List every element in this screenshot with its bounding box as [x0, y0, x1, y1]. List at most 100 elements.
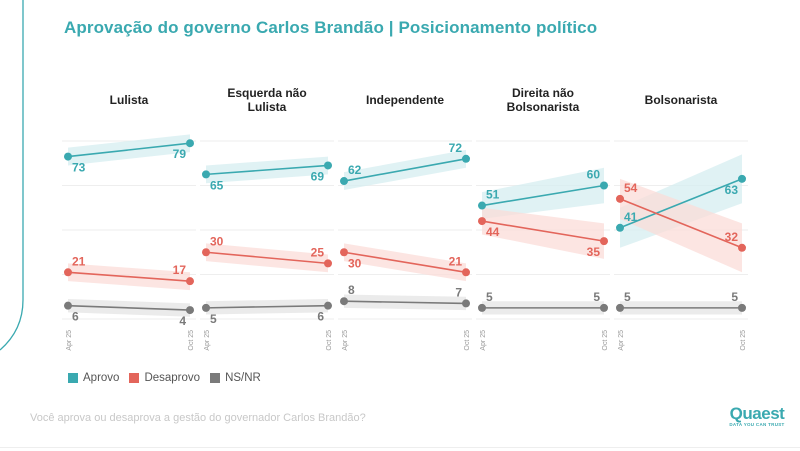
data-point — [616, 223, 624, 232]
x-tick-label: Apr 25 — [66, 330, 73, 351]
data-label: 5 — [486, 290, 493, 304]
data-label: 6 — [72, 310, 79, 324]
data-point — [600, 237, 608, 246]
data-point — [462, 299, 470, 308]
x-tick-label: Oct 25 — [326, 330, 333, 351]
data-label: 79 — [173, 147, 187, 161]
series-line-nsnr — [205, 304, 329, 309]
legend: Aprovo Desaprovo NS/NR — [68, 372, 261, 384]
x-tick-label: Oct 25 — [602, 330, 609, 351]
legend-label-aprovo: Aprovo — [83, 372, 120, 384]
data-label: 8 — [348, 283, 355, 297]
series-line-nsnr — [67, 304, 191, 311]
confidence-band-aprovo — [482, 167, 604, 219]
data-point — [64, 268, 72, 277]
data-point — [738, 303, 746, 312]
x-tick-label: Apr 25 — [618, 330, 625, 351]
data-label: 21 — [449, 254, 463, 268]
data-point — [186, 306, 194, 315]
data-label: 63 — [725, 183, 739, 197]
x-tick-label: Oct 25 — [188, 330, 195, 351]
data-label: 69 — [311, 169, 325, 183]
data-label: 7 — [455, 285, 462, 299]
data-label: 41 — [624, 210, 638, 224]
legend-swatch-nsnr — [210, 373, 221, 383]
data-point — [478, 201, 486, 210]
small-multiples-chart: 73 79 21 17 6 4 Apr 25 Oct 25 65 69 30 25 5 6 Apr 25 Oc… — [62, 134, 748, 351]
data-label: 44 — [486, 225, 500, 239]
x-tick-label: Oct 25 — [464, 330, 471, 351]
data-point — [462, 268, 470, 277]
legend-swatch-aprovo — [68, 373, 78, 383]
x-tick-label: Oct 25 — [740, 330, 747, 351]
data-point — [616, 194, 624, 203]
data-point — [340, 297, 348, 306]
quaest-logo: Quaest DATA YOU CAN TRUST — [724, 405, 790, 427]
data-label: 5 — [210, 312, 217, 326]
data-label: 54 — [624, 181, 638, 195]
data-label: 73 — [72, 161, 86, 175]
data-point — [186, 139, 194, 148]
data-label: 30 — [210, 234, 224, 248]
series-line-aprovo — [481, 184, 605, 207]
data-label: 5 — [624, 290, 631, 304]
data-label: 17 — [173, 263, 187, 277]
series-line-aprovo — [67, 142, 191, 158]
data-point — [478, 303, 486, 312]
data-label: 60 — [587, 168, 601, 182]
data-point — [462, 154, 470, 163]
data-label: 35 — [587, 245, 601, 259]
survey-question: Você aprova ou desaprova a gestão do gov… — [30, 412, 366, 424]
series-line-nsnr — [343, 300, 467, 305]
panel-title-bolsonarista: Bolsonarista — [644, 93, 718, 107]
legend-item-aprovo: Aprovo — [68, 372, 119, 384]
logo-tagline: DATA YOU CAN TRUST — [729, 422, 785, 427]
panel-title-lulista: Lulista — [109, 93, 149, 107]
series-line-desaprovo — [67, 271, 191, 282]
series-line-aprovo — [205, 164, 329, 176]
data-label: 65 — [210, 178, 224, 192]
data-point — [340, 177, 348, 186]
data-point — [600, 181, 608, 190]
series-line-desaprovo — [343, 251, 467, 274]
data-point — [324, 259, 332, 268]
page-title: Aprovação do governo Carlos Brandão | Po… — [64, 18, 598, 37]
data-label: 72 — [449, 141, 463, 155]
data-label: 30 — [348, 256, 362, 270]
legend-item-nsnr: NS/NR — [210, 372, 261, 384]
x-tick-label: Apr 25 — [480, 330, 487, 351]
panel-title-direita-nao-bolsonarista: Direita não Bolsonarista — [506, 86, 580, 114]
data-point — [324, 161, 332, 170]
data-point — [202, 303, 210, 312]
confidence-band-desaprovo — [482, 207, 604, 259]
logo-name: Quaest — [729, 404, 785, 423]
data-point — [616, 303, 624, 312]
x-tick-label: Apr 25 — [204, 330, 211, 351]
data-label: 5 — [731, 290, 738, 304]
data-label: 62 — [348, 163, 362, 177]
series-line-desaprovo — [619, 198, 743, 249]
panel-title-independente: Independente — [365, 93, 444, 107]
data-point — [738, 174, 746, 183]
data-point — [738, 243, 746, 252]
data-label: 6 — [317, 310, 324, 324]
data-point — [186, 277, 194, 286]
data-label: 21 — [72, 254, 86, 268]
data-label: 4 — [179, 314, 186, 328]
data-point — [202, 248, 210, 257]
series-line-desaprovo — [205, 251, 329, 265]
legend-item-desaprovo: Desaprovo — [129, 372, 200, 384]
data-label: 5 — [593, 290, 600, 304]
data-label: 25 — [311, 245, 325, 259]
data-point — [64, 152, 72, 161]
data-point — [202, 170, 210, 179]
data-point — [478, 217, 486, 226]
data-label: 32 — [725, 230, 739, 244]
series-line-aprovo — [343, 158, 467, 182]
data-point — [600, 303, 608, 312]
bottom-divider — [0, 447, 800, 448]
data-point — [64, 301, 72, 310]
x-tick-label: Apr 25 — [342, 330, 349, 351]
legend-swatch-desaprovo — [129, 373, 140, 383]
